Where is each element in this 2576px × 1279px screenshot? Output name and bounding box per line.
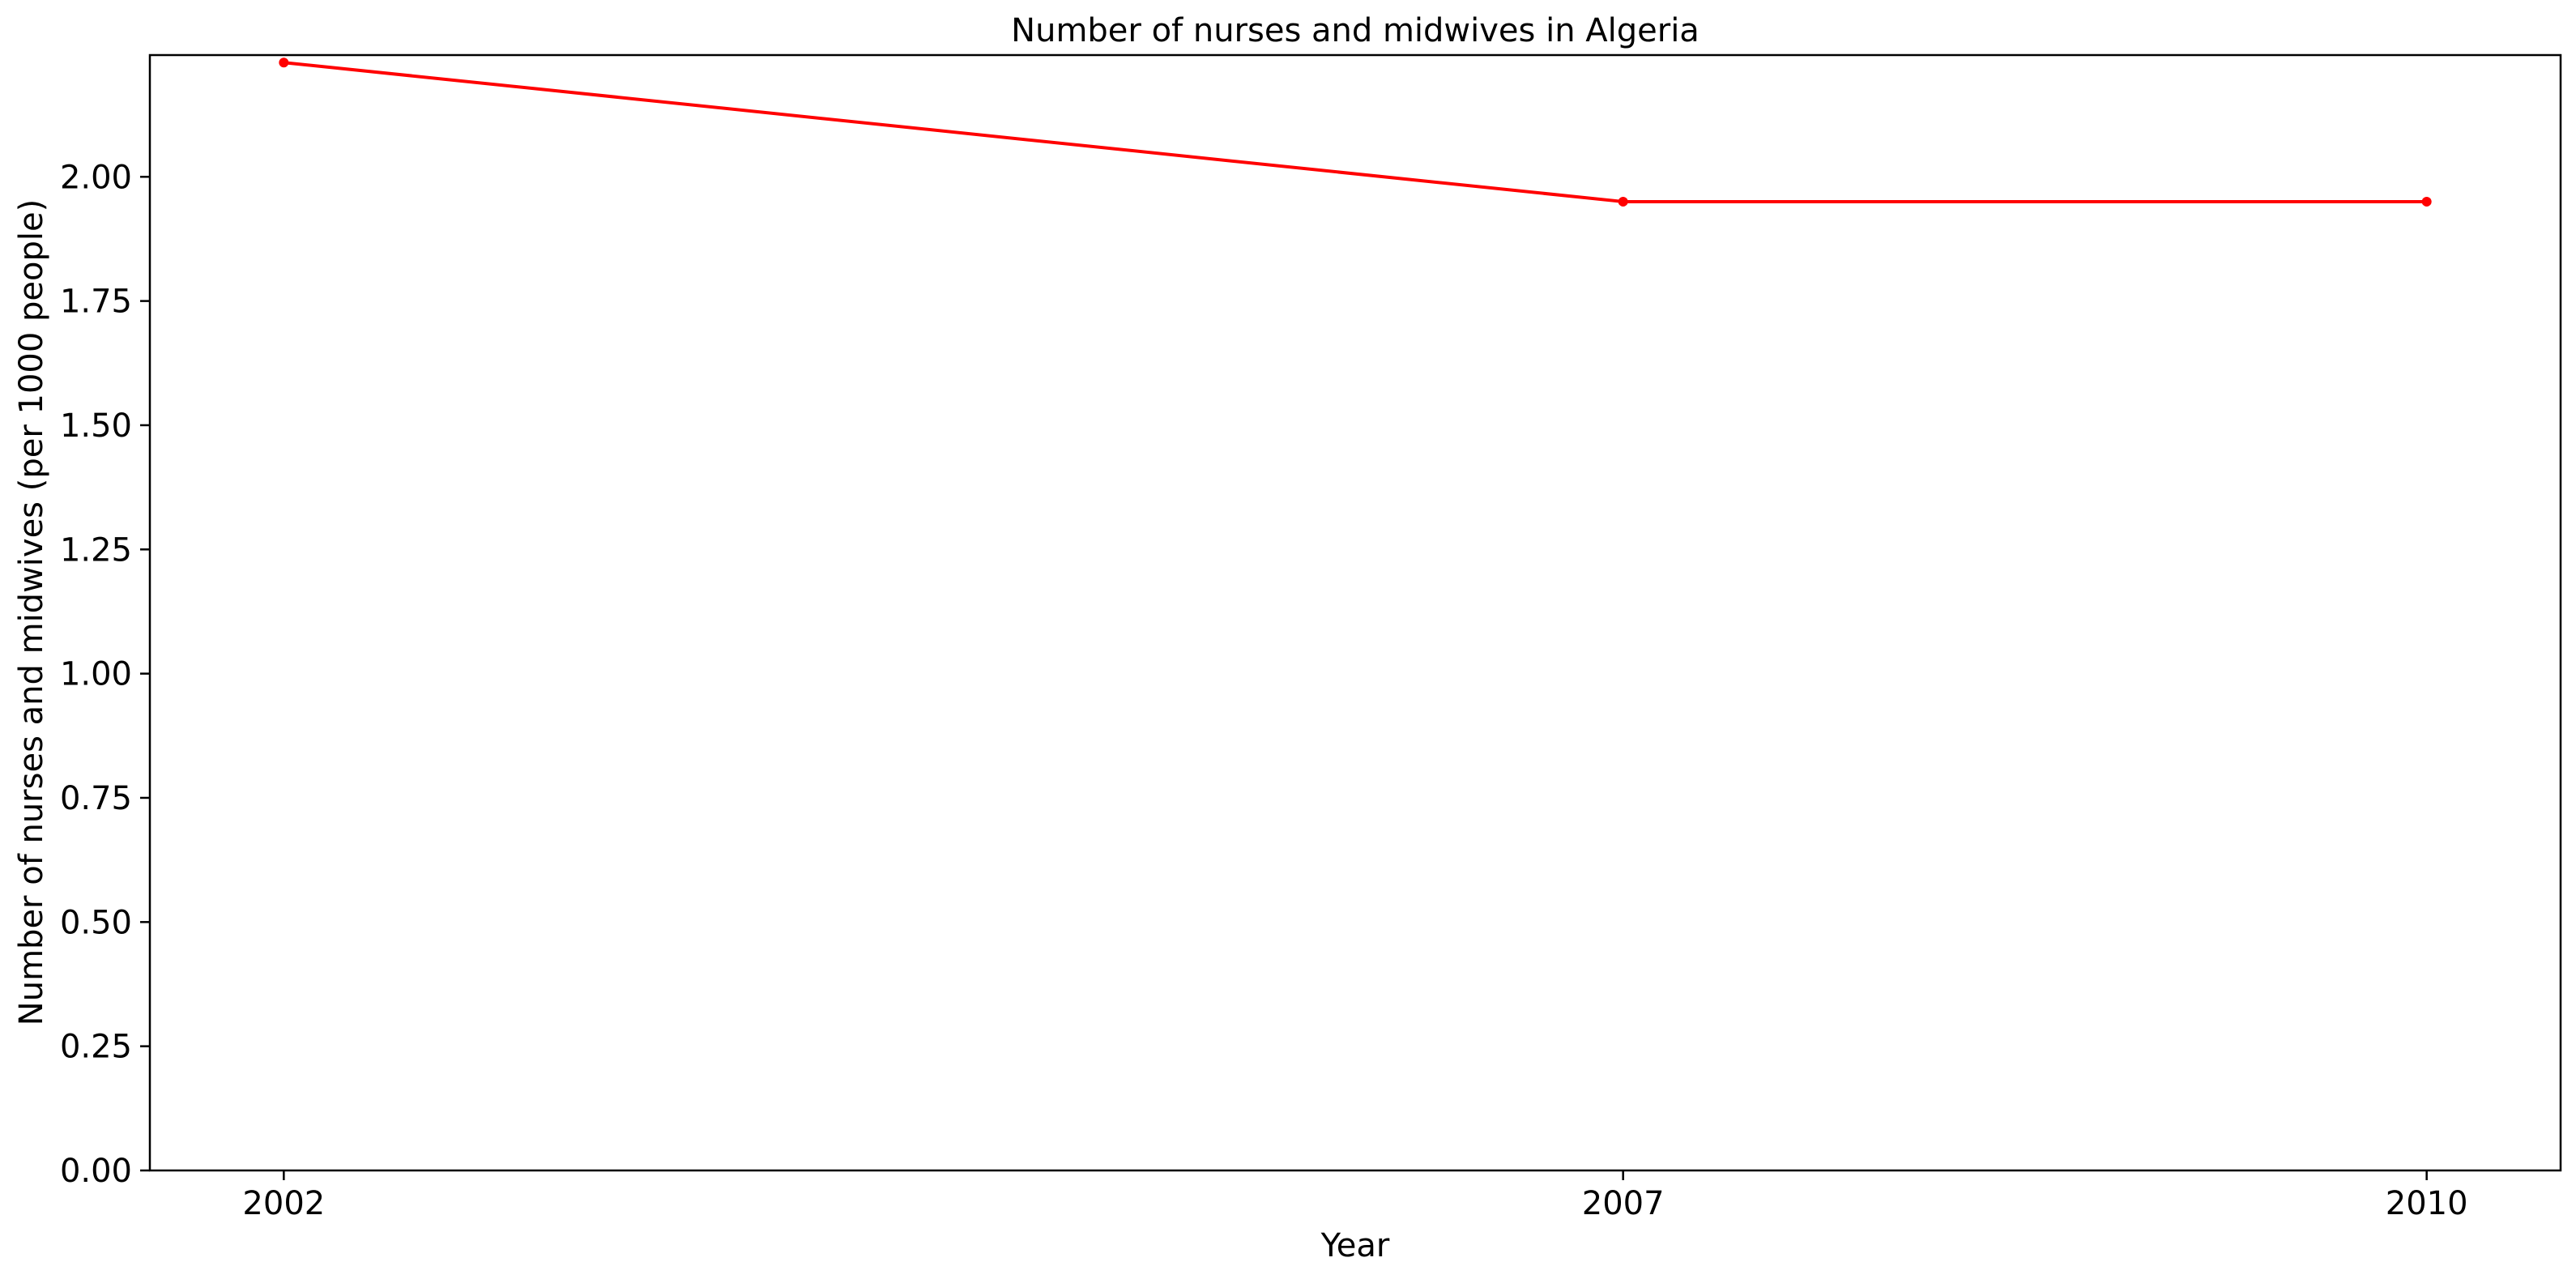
x-tick-label: 2010 [2386,1185,2468,1222]
y-tick-label: 1.00 [60,656,132,693]
data-series [279,58,2432,207]
plot-frame [148,53,2562,1172]
chart-title: Number of nurses and midwives in Algeria [1011,12,1700,49]
data-point [279,58,289,68]
y-tick-label: 1.50 [60,407,132,445]
x-tick-label: 2007 [1582,1185,1665,1222]
x-axis-label: Year [1320,1227,1390,1264]
data-point [2421,196,2432,207]
y-tick-label: 1.75 [60,284,132,321]
y-tick-label: 0.25 [60,1029,132,1066]
y-tick-label: 1.25 [60,531,132,569]
data-point [1618,196,1628,207]
x-tick-label: 2002 [242,1185,325,1222]
y-axis-label: Number of nurses and midwives (per 1000 … [13,199,50,1025]
y-tick-label: 0.00 [60,1153,132,1190]
y-tick-label: 0.50 [60,904,132,941]
y-axis-ticks: 0.00 0.25 0.50 0.75 1.00 1.25 1.50 1.75 2.00 [60,159,150,1190]
y-tick-label: 0.75 [60,780,132,817]
x-axis-ticks: 2002 2007 2010 [242,1170,2468,1222]
y-tick-label: 2.00 [60,159,132,196]
